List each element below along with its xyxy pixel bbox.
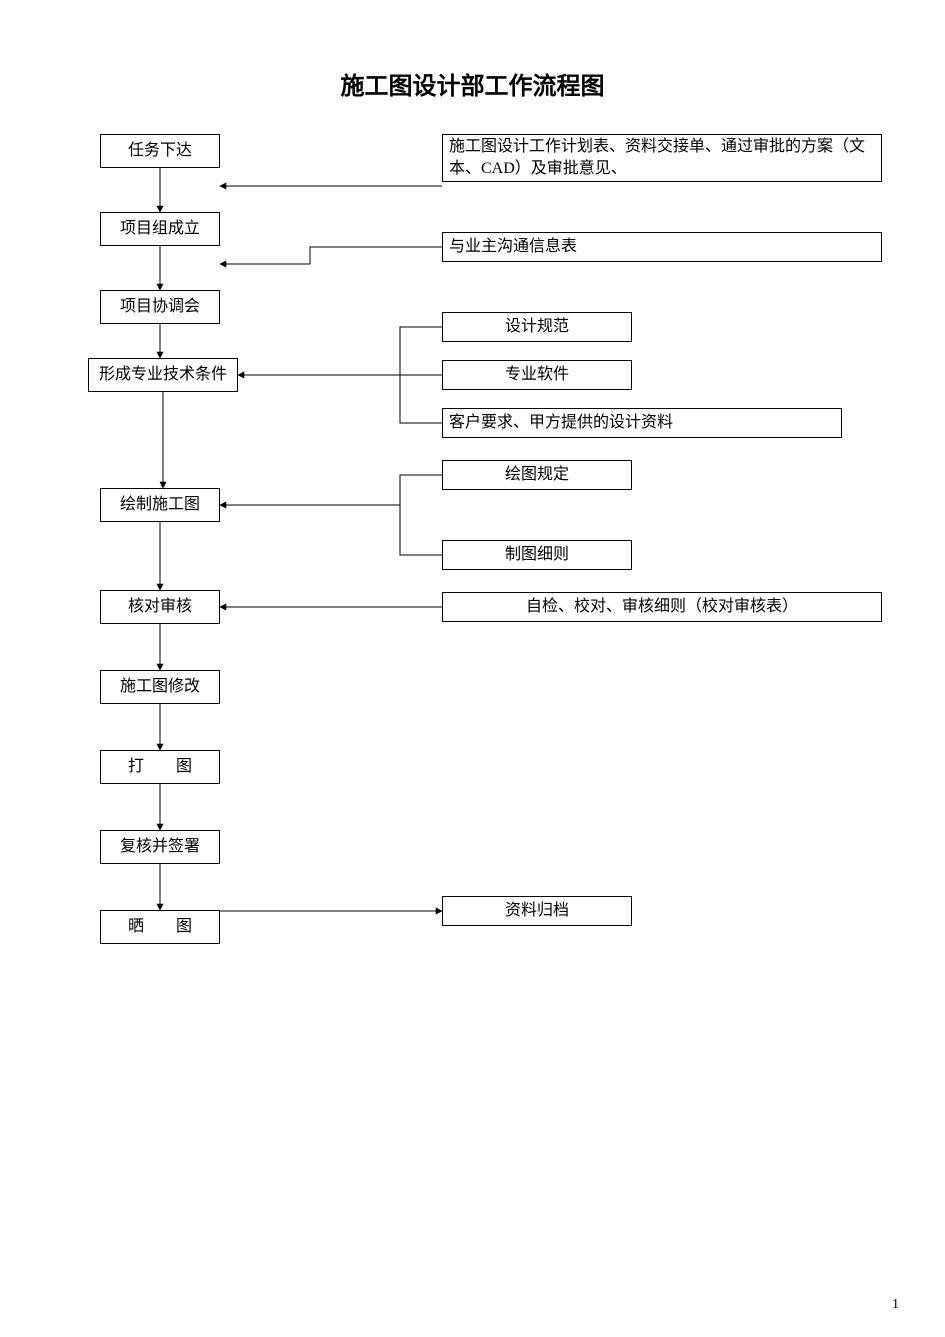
node-s_owner: 与业主沟通信息表 <box>442 232 882 262</box>
node-n_task: 任务下达 <box>100 134 220 168</box>
page-title: 施工图设计部工作流程图 <box>0 66 945 101</box>
node-n_tech: 形成专业技术条件 <box>88 358 238 392</box>
node-n_print: 打 图 <box>100 750 220 784</box>
node-s_drawdet: 制图细则 <box>442 540 632 570</box>
node-n_coord: 项目协调会 <box>100 290 220 324</box>
node-n_modify: 施工图修改 <box>100 670 220 704</box>
node-n_check: 核对审核 <box>100 590 220 624</box>
node-n_resign: 复核并签署 <box>100 830 220 864</box>
node-s_plan: 施工图设计工作计划表、资料交接单、通过审批的方案（文本、CAD）及审批意见、 <box>442 134 882 182</box>
node-s_archive: 资料归档 <box>442 896 632 926</box>
node-n_team: 项目组成立 <box>100 212 220 246</box>
node-s_drawreg: 绘图规定 <box>442 460 632 490</box>
connectors <box>0 0 945 1337</box>
node-s_checkrule: 自检、校对、审核细则（校对审核表） <box>442 592 882 622</box>
node-s_spec: 设计规范 <box>442 312 632 342</box>
node-n_blue: 晒 图 <box>100 910 220 944</box>
node-s_client: 客户要求、甲方提供的设计资料 <box>442 408 842 438</box>
node-s_soft: 专业软件 <box>442 360 632 390</box>
page: { "type": "flowchart", "page_width": 945… <box>0 0 945 1337</box>
node-n_draw: 绘制施工图 <box>100 488 220 522</box>
page-number: 1 <box>892 1297 899 1313</box>
